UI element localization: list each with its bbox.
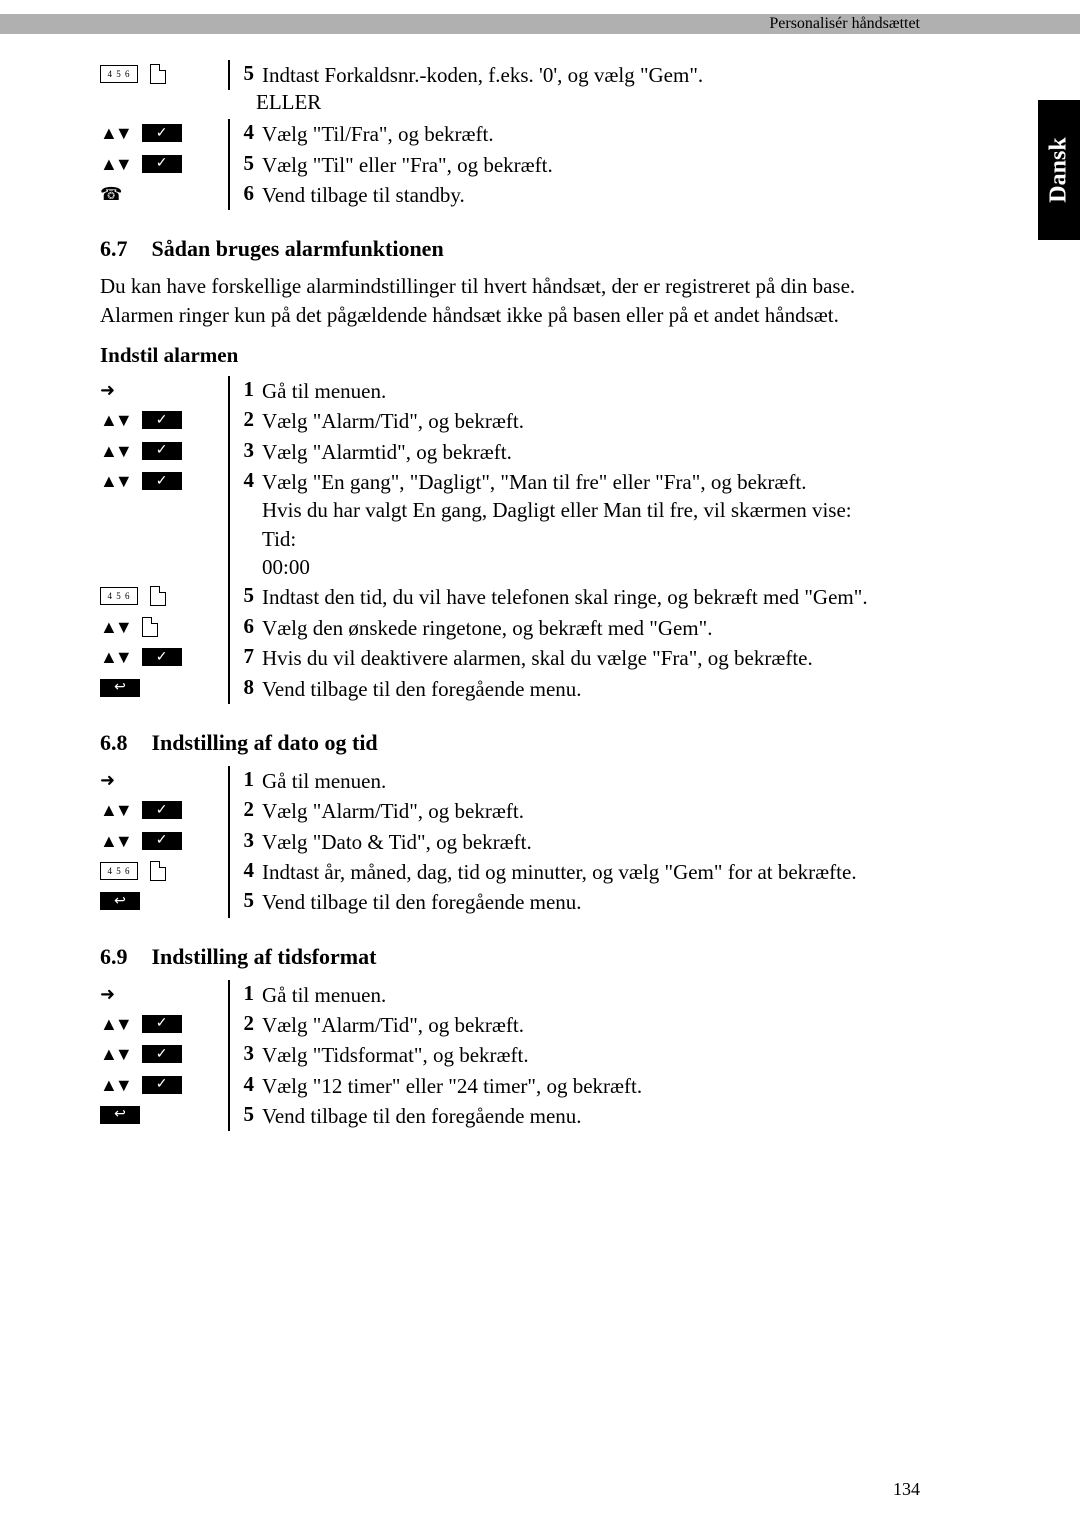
step-num: 5: [230, 151, 260, 176]
step-text: Vælg "Dato & Tid", og bekræft.: [260, 828, 532, 856]
step-text: Gå til menuen.: [260, 377, 386, 405]
doc-icon: [150, 586, 166, 606]
back-icon: [100, 1106, 140, 1124]
side-tab: Dansk: [1038, 100, 1080, 240]
step-num: 5: [230, 583, 260, 608]
page-number: 134: [893, 1479, 920, 1500]
nav-icon: ▲▼: [100, 472, 130, 490]
step-text: Indtast Forkaldsnr.-koden, f.eks. '0', o…: [260, 61, 703, 89]
step-text: Gå til menuen.: [260, 767, 386, 795]
keypad-icon: 4 5 6: [100, 587, 138, 605]
confirm-icon: [142, 832, 182, 850]
or-label: ELLER: [256, 90, 920, 115]
section-continuation: 4 5 6 5 Indtast Forkaldsnr.-koden, f.eks…: [100, 60, 920, 210]
step-text: Vælg "Alarm/Tid", og bekræft.: [260, 407, 524, 435]
section-intro: Du kan have forskellige alarmindstilling…: [100, 272, 920, 329]
nav-icon: ▲▼: [100, 1045, 130, 1063]
menu-icon: ➜: [100, 771, 115, 789]
section-title: Indstilling af tidsformat: [152, 944, 377, 970]
phone-icon: ☎: [100, 185, 122, 203]
confirm-icon: [142, 1045, 182, 1063]
step-num: 2: [230, 797, 260, 822]
step-num: 5: [230, 61, 260, 86]
confirm-icon: [142, 124, 182, 142]
step-num: 4: [230, 120, 260, 145]
confirm-icon: [142, 1015, 182, 1033]
confirm-icon: [142, 411, 182, 429]
nav-icon: ▲▼: [100, 801, 130, 819]
nav-icon: ▲▼: [100, 1076, 130, 1094]
section-title: Sådan bruges alarmfunktionen: [152, 236, 444, 262]
step-num: 2: [230, 1011, 260, 1036]
step-num: 5: [230, 1102, 260, 1127]
step-text: Vælg "Til" eller "Fra", og bekræft.: [260, 151, 553, 179]
section-title: Indstilling af dato og tid: [152, 730, 378, 756]
sub-heading: Indstil alarmen: [100, 343, 920, 368]
nav-icon: ▲▼: [100, 442, 130, 460]
step-text: Vend tilbage til standby.: [260, 181, 465, 209]
step-text: Vælg "Tidsformat", og bekræft.: [260, 1041, 529, 1069]
back-icon: [100, 679, 140, 697]
confirm-icon: [142, 648, 182, 666]
section-num: 6.9: [100, 944, 128, 970]
back-icon: [100, 892, 140, 910]
nav-icon: ▲▼: [100, 411, 130, 429]
keypad-icon: 4 5 6: [100, 862, 138, 880]
step-num: 6: [230, 181, 260, 206]
step-num: 1: [230, 767, 260, 792]
section-num: 6.8: [100, 730, 128, 756]
confirm-icon: [142, 155, 182, 173]
confirm-icon: [142, 801, 182, 819]
step-num: 4: [230, 468, 260, 493]
content: 4 5 6 5 Indtast Forkaldsnr.-koden, f.eks…: [100, 60, 920, 1135]
confirm-icon: [142, 442, 182, 460]
header-text: Personalisér håndsættet: [769, 14, 920, 34]
step-num: 3: [230, 1041, 260, 1066]
nav-icon: ▲▼: [100, 124, 130, 142]
step-text: Vælg "Alarm/Tid", og bekræft.: [260, 1011, 524, 1039]
doc-icon: [142, 617, 158, 637]
step-text: Vælg "Til/Fra", og bekræft.: [260, 120, 494, 148]
step-num: 8: [230, 675, 260, 700]
step-text: Vælg "Alarmtid", og bekræft.: [260, 438, 512, 466]
step-text: Vend tilbage til den foregående menu.: [260, 888, 582, 916]
nav-icon: ▲▼: [100, 618, 130, 636]
step-text: Vælg "En gang", "Dagligt", "Man til fre"…: [260, 468, 852, 581]
doc-icon: [150, 861, 166, 881]
doc-icon: [150, 64, 166, 84]
nav-icon: ▲▼: [100, 648, 130, 666]
section-heading: 6.9 Indstilling af tidsformat: [100, 944, 920, 970]
step-text: Indtast år, måned, dag, tid og minutter,…: [260, 858, 857, 886]
nav-icon: ▲▼: [100, 832, 130, 850]
step-num: 4: [230, 1072, 260, 1097]
keypad-icon: 4 5 6: [100, 65, 138, 83]
step-num: 2: [230, 407, 260, 432]
section-num: 6.7: [100, 236, 128, 262]
step-num: 6: [230, 614, 260, 639]
step-text: Gå til menuen.: [260, 981, 386, 1009]
step-text: Vælg "Alarm/Tid", og bekræft.: [260, 797, 524, 825]
step-text: Vend tilbage til den foregående menu.: [260, 1102, 582, 1130]
step-num: 7: [230, 644, 260, 669]
confirm-icon: [142, 472, 182, 490]
confirm-icon: [142, 1076, 182, 1094]
step-text: Vælg den ønskede ringetone, og bekræft m…: [260, 614, 712, 642]
side-tab-label: Dansk: [1046, 137, 1073, 202]
step-num: 1: [230, 981, 260, 1006]
menu-icon: ➜: [100, 985, 115, 1003]
step-text: Indtast den tid, du vil have telefonen s…: [260, 583, 868, 611]
menu-icon: ➜: [100, 381, 115, 399]
step-num: 4: [230, 858, 260, 883]
step-text: Vend tilbage til den foregående menu.: [260, 675, 582, 703]
step-text: Hvis du vil deaktivere alarmen, skal du …: [260, 644, 813, 672]
section-heading: 6.8 Indstilling af dato og tid: [100, 730, 920, 756]
step-text: Vælg "12 timer" eller "24 timer", og bek…: [260, 1072, 642, 1100]
step-num: 3: [230, 438, 260, 463]
nav-icon: ▲▼: [100, 155, 130, 173]
step-num: 5: [230, 888, 260, 913]
section-heading: 6.7 Sådan bruges alarmfunktionen: [100, 236, 920, 262]
step-num: 1: [230, 377, 260, 402]
step-num: 3: [230, 828, 260, 853]
nav-icon: ▲▼: [100, 1015, 130, 1033]
